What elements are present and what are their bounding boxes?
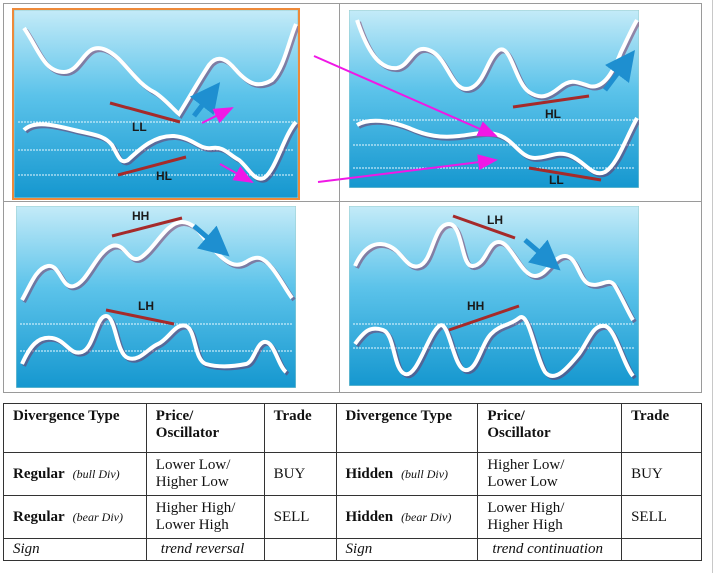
cell-trade: BUY	[263, 452, 337, 496]
oscillator-divergence-line	[528, 166, 602, 182]
cell-trade: SELL	[263, 495, 337, 539]
window-edge	[712, 0, 713, 573]
panel-regular-bearish: HH LH	[16, 206, 296, 388]
cell-type-right: Hidden (bull Div)	[335, 452, 479, 496]
oscillator-divergence-line	[448, 304, 520, 332]
oscillator-label: LL	[549, 173, 564, 187]
panel-regular-bullish: LL HL	[14, 10, 298, 198]
cell-type: Regular (bear Div)	[3, 495, 147, 539]
header-divergence-type: Divergence Type	[3, 403, 147, 453]
grid-vertical-divider	[339, 4, 340, 392]
price-divergence-line	[452, 214, 516, 240]
header-trade: Trade	[263, 403, 337, 453]
diagram-grid	[3, 3, 702, 393]
header-price-oscillator: Price/Oscillator	[145, 403, 265, 453]
price-label: LL	[132, 120, 147, 134]
cell-empty-right	[621, 538, 702, 561]
cell-trade-right: BUY	[621, 452, 702, 496]
magenta-arrow-short-2	[219, 163, 254, 183]
table-row: Regular (bear Div) Higher High/Lower High…	[3, 495, 702, 539]
cell-sign-label-right: Sign	[335, 538, 479, 561]
panel-hidden-bullish: HL LL	[349, 10, 639, 188]
header-price-oscillator-right: Price/Oscillator	[477, 403, 623, 453]
price-divergence-line	[111, 216, 183, 238]
cell-empty	[263, 538, 337, 561]
cell-sign-label: Sign	[3, 538, 147, 561]
trend-arrow	[523, 238, 561, 271]
panel-hidden-bearish: LH HH	[349, 206, 639, 386]
table-sign-row: Sign trend reversal Sign trend continuat…	[3, 538, 702, 561]
trend-arrow	[189, 82, 221, 118]
price-line	[22, 23, 298, 117]
oscillator-label: LH	[138, 299, 154, 313]
oscillator-divergence-line	[105, 308, 175, 326]
cell-type-right: Hidden (bear Div)	[335, 495, 479, 539]
table-row: Regular (bull Div) Lower Low/Higher Low B…	[3, 452, 702, 496]
price-divergence-line	[109, 101, 181, 124]
grid-horizontal-divider	[4, 201, 701, 202]
oscillator-line	[22, 120, 298, 181]
oscillator-line	[353, 315, 635, 378]
price-line	[20, 219, 294, 301]
oscillator-line	[20, 313, 288, 374]
price-label: HH	[132, 209, 149, 223]
cell-sign-value: trend reversal	[145, 538, 265, 561]
header-divergence-type-right: Divergence Type	[335, 403, 479, 453]
cell-trade-right: SELL	[621, 495, 702, 539]
cell-type: Regular (bull Div)	[3, 452, 147, 496]
oscillator-label: HH	[467, 299, 484, 313]
header-trade-right: Trade	[621, 403, 702, 453]
cell-price-oscillator: Lower Low/Higher Low	[145, 452, 265, 496]
trend-arrow	[603, 50, 635, 92]
trend-arrow	[192, 224, 230, 257]
price-label: LH	[487, 213, 503, 227]
oscillator-label: HL	[156, 169, 172, 183]
table-header-row: Divergence Type Price/Oscillator Trade D…	[3, 403, 702, 453]
oscillator-divergence-line	[117, 155, 187, 177]
magenta-arrow-short	[201, 107, 234, 124]
cell-price-oscillator-right: Lower High/Higher High	[477, 495, 623, 539]
price-label: HL	[545, 107, 561, 121]
divergence-summary-table: Divergence Type Price/Oscillator Trade D…	[3, 403, 702, 561]
price-line	[353, 221, 635, 322]
cell-sign-value-right: trend continuation	[477, 538, 623, 561]
price-divergence-line	[512, 94, 590, 109]
cell-price-oscillator: Higher High/Lower High	[145, 495, 265, 539]
cell-price-oscillator-right: Higher Low/Lower Low	[477, 452, 623, 496]
